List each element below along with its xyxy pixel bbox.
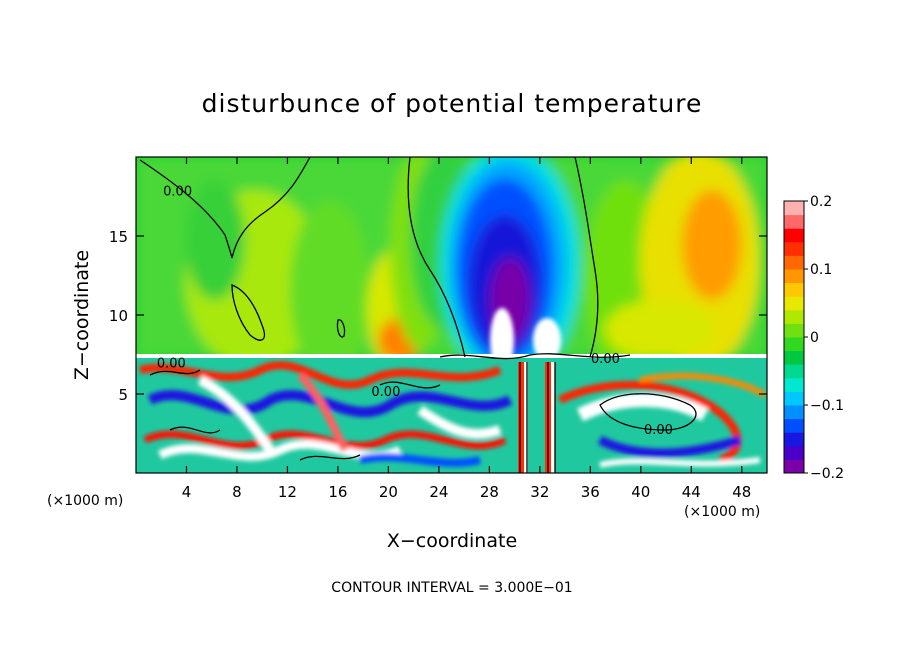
contour-interval-note: CONTOUR INTERVAL = 3.000E−01	[331, 580, 572, 596]
colorbar-swatch	[784, 391, 804, 406]
x-unit-left: (×1000 m)	[47, 493, 123, 509]
colorbar-swatch	[784, 228, 804, 243]
contour-labels: 0.00 0.00 0.00 0.00 0.00	[157, 184, 673, 438]
plot-area	[136, 157, 767, 473]
x-axis-label: X−coordinate	[387, 530, 517, 552]
x-tick-label: 20	[379, 483, 398, 501]
x-tick-label: 8	[232, 483, 242, 501]
x-tick-label: 32	[530, 483, 549, 501]
y-axis-ticks: 5 10 15	[109, 228, 767, 404]
contour-label: 0.00	[371, 385, 400, 400]
colorbar-swatch	[784, 255, 804, 270]
x-tick-label: 4	[182, 483, 192, 501]
x-tick-label: 12	[278, 483, 297, 501]
chart-title: disturbunce of potential temperature	[202, 89, 703, 118]
colorbar-swatch	[784, 241, 804, 256]
x-unit-right: (×1000 m)	[684, 504, 760, 520]
contour-label: 0.00	[591, 352, 620, 367]
contour-lines	[139, 157, 697, 473]
x-tick-label: 16	[328, 483, 347, 501]
x-tick-label: 36	[581, 483, 600, 501]
contour-label: 0.00	[644, 423, 673, 438]
y-tick-label: 15	[109, 228, 128, 246]
colorbar-swatch	[784, 350, 804, 365]
colorbar-swatch	[784, 337, 804, 352]
x-tick-label: 44	[682, 483, 701, 501]
colorbar-swatch	[784, 309, 804, 324]
x-tick-label: 28	[480, 483, 499, 501]
colorbar-swatch	[784, 418, 804, 433]
colorbar-swatch	[784, 364, 804, 379]
colorbar-swatch	[784, 214, 804, 229]
x-tick-label: 24	[429, 483, 448, 501]
lower-turbulent-field	[136, 354, 767, 473]
colorbar-tick-label: 0.2	[810, 194, 832, 210]
upper-field	[136, 157, 767, 385]
colorbar-swatch	[784, 269, 804, 284]
y-tick-label: 5	[118, 386, 128, 404]
colorbar-swatch	[784, 377, 804, 392]
colorbar-swatch	[784, 459, 804, 474]
colorbar-swatch	[784, 296, 804, 311]
contour-label: 0.00	[163, 184, 192, 199]
colorbar-tick-label: −0.2	[810, 466, 844, 482]
colorbar-tick-label: 0.1	[810, 262, 832, 278]
x-axis-ticks: 4 8 12 16 20 24 28 32 36 40 44 48	[182, 157, 751, 501]
colorbar-swatch	[784, 323, 804, 338]
colorbar: 0.2 0.1 0 −0.1 −0.2	[783, 194, 844, 482]
colorbar-swatch	[784, 405, 804, 420]
x-tick-label: 40	[631, 483, 650, 501]
colorbar-swatch	[784, 201, 804, 216]
y-tick-label: 10	[109, 307, 128, 325]
contour-label: 0.00	[157, 357, 186, 372]
colorbar-tick-label: −0.1	[810, 398, 844, 414]
x-tick-label: 48	[732, 483, 751, 501]
colorbar-swatch	[784, 282, 804, 297]
y-axis-label: Z−coordinate	[71, 250, 93, 380]
colorbar-swatch	[784, 445, 804, 460]
colorbar-tick-label: 0	[810, 330, 819, 346]
colorbar-swatch	[784, 432, 804, 447]
